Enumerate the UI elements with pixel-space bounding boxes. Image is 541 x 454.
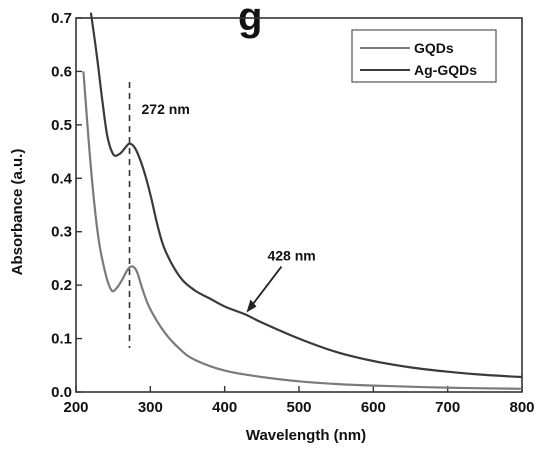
x-tick-label-500: 500	[286, 399, 311, 416]
annotation-428nm: 428 nm	[267, 248, 315, 264]
x-axis-ticks: 200 300 400 500 600 700 800	[63, 386, 535, 416]
y-tick-label-6: 0.6	[51, 63, 72, 80]
series-line-gqds	[82, 71, 523, 390]
annotation-272nm: 272 nm	[142, 101, 190, 117]
x-tick-label-800: 800	[509, 399, 534, 416]
legend-label-ag-gqds: Ag-GQDs	[414, 62, 477, 78]
x-axis-title: Wavelength (nm)	[246, 427, 366, 444]
series-layer	[82, 12, 523, 390]
legend: GQDs Ag-GQDs	[351, 29, 497, 83]
y-tick-label-7: 0.7	[51, 10, 72, 27]
y-tick-label-5: 0.5	[51, 117, 72, 134]
y-tick-label-4: 0.4	[51, 170, 73, 187]
x-tick-label-700: 700	[435, 399, 460, 416]
y-axis-ticks: 0.0 0.1 0.2 0.3 0.4 0.5 0.6 0.7	[51, 10, 82, 401]
annotations: 272 nm 428 nm	[128, 82, 316, 348]
arrow-shaft-428nm	[248, 265, 283, 310]
arrow-head-428nm	[246, 299, 257, 313]
y-tick-label-3: 0.3	[51, 224, 72, 241]
legend-label-gqds: GQDs	[414, 40, 454, 56]
x-tick-label-600: 600	[361, 399, 386, 416]
y-tick-label-2: 0.2	[51, 277, 72, 294]
y-tick-label-0: 0.0	[51, 384, 72, 401]
panel-label: g	[238, 0, 262, 39]
y-axis-title: Absorbance (a.u.)	[9, 149, 26, 276]
x-tick-label-300: 300	[138, 399, 163, 416]
series-line-ag-gqds	[89, 12, 523, 379]
y-tick-label-1: 0.1	[51, 331, 72, 348]
x-tick-label-400: 400	[212, 399, 237, 416]
legend-box	[351, 29, 497, 83]
x-tick-label-200: 200	[63, 399, 88, 416]
